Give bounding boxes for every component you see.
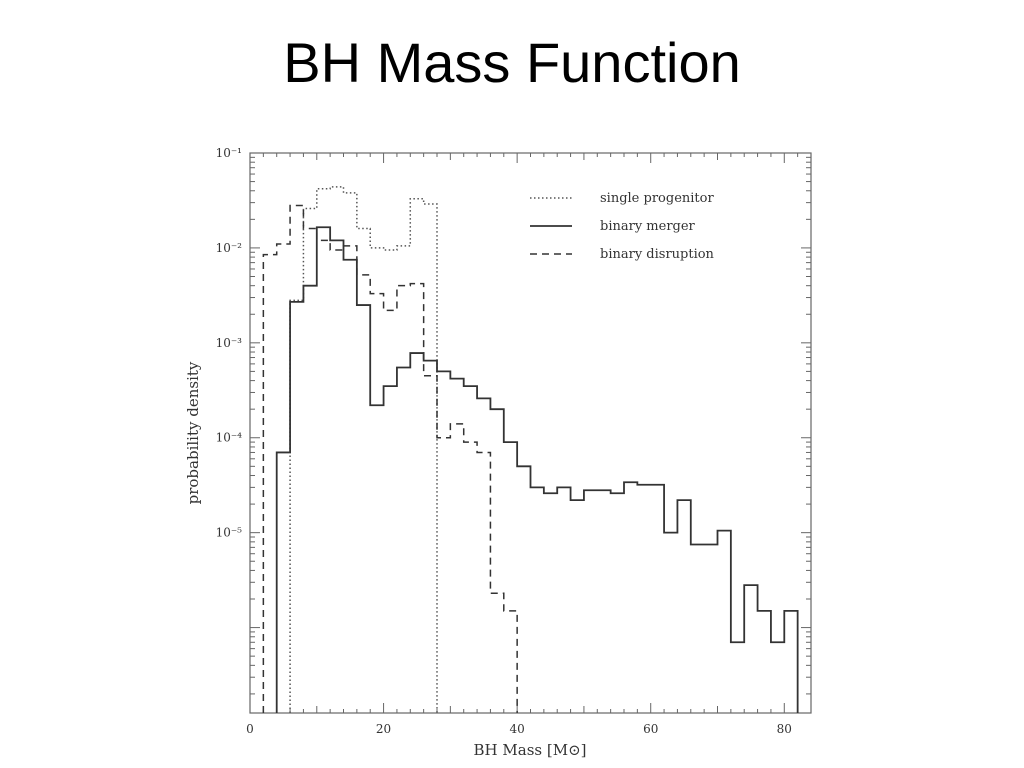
y-tick-label: 10⁻⁵	[216, 526, 243, 540]
slide-title: BH Mass Function	[283, 31, 741, 94]
series-binary-disruption	[262, 204, 518, 713]
x-axis-ticks: 0 20 40 60 80	[246, 153, 812, 736]
legend-label: binary merger	[600, 219, 696, 234]
y-tick-label: 10⁻¹	[216, 146, 242, 160]
series-single-progenitor	[289, 186, 438, 713]
x-tick-label: 0	[246, 722, 254, 736]
legend-label: single progenitor	[600, 191, 714, 206]
x-tick-label: 20	[376, 722, 391, 736]
y-axis-ticks: 10⁻⁵ 10⁻⁴ 10⁻³ 10⁻² 10⁻¹	[216, 146, 811, 695]
x-tick-label: 60	[643, 722, 658, 736]
x-tick-label: 40	[510, 722, 525, 736]
legend-label: binary disruption	[600, 247, 715, 262]
y-tick-label: 10⁻²	[216, 241, 243, 255]
x-tick-label: 80	[777, 722, 792, 736]
legend: single progenitor binary merger binary dis…	[530, 191, 715, 262]
y-tick-label: 10⁻³	[216, 336, 243, 350]
y-axis-label: probability density	[184, 361, 202, 504]
x-axis-label: BH Mass [M⊙]	[474, 741, 587, 759]
y-tick-label: 10⁻⁴	[216, 431, 243, 445]
series-layer	[262, 186, 799, 713]
plot-frame	[249, 152, 812, 714]
series-binary-merger	[275, 226, 799, 713]
